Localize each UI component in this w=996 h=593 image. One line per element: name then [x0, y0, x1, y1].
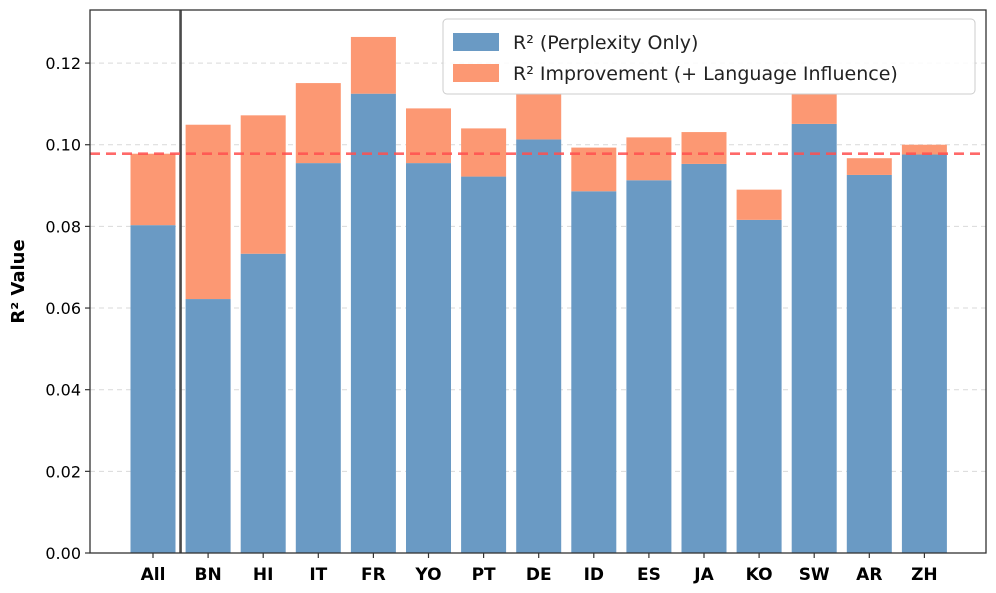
- legend-label-improvement: R² Improvement (+ Language Influence): [513, 63, 898, 85]
- bar-perplexity-only-bn: [185, 299, 231, 553]
- bar-improvement-sw: [791, 94, 837, 124]
- bar-perplexity-only-sw: [791, 123, 837, 553]
- bar-perplexity-only-hi: [240, 253, 286, 553]
- y-tick-label: 0.06: [45, 299, 81, 318]
- bar-perplexity-only-id: [571, 191, 617, 553]
- bar-perplexity-only-pt: [461, 176, 507, 553]
- bar-improvement-ar: [846, 158, 892, 175]
- y-tick-label: 0.04: [45, 381, 81, 400]
- bar-improvement-ja: [681, 132, 727, 164]
- x-tick-label-id: ID: [584, 565, 604, 585]
- bar-perplexity-only-fr: [350, 93, 396, 553]
- y-tick-label: 0.08: [45, 217, 81, 236]
- x-tick-label-all: All: [141, 565, 166, 585]
- bar-improvement-ko: [736, 189, 782, 220]
- x-tick-label-es: ES: [637, 565, 661, 585]
- overlays: [90, 10, 986, 553]
- x-tick-label-pt: PT: [472, 565, 496, 585]
- bar-perplexity-only-es: [626, 180, 672, 553]
- y-axis-title: R² Value: [8, 239, 29, 323]
- bar-perplexity-only-yo: [406, 163, 451, 553]
- bar-improvement-bn: [185, 124, 231, 300]
- bar-perplexity-only-de: [516, 139, 562, 553]
- axes: 0.00 0.02 0.04 0.06 0.08 0.10 0.12 All BN HI IT FR Y…: [45, 54, 937, 585]
- x-tick-label-ja: JA: [693, 565, 714, 585]
- x-tick-label-zh: ZH: [911, 565, 938, 585]
- x-tick-label-hi: HI: [253, 565, 274, 585]
- legend-swatch-improvement: [453, 64, 499, 82]
- x-tick-label-ko: KO: [746, 565, 773, 585]
- legend-box: [442, 18, 976, 95]
- bar-improvement-hi: [240, 115, 286, 254]
- legend: R² (Perplexity Only) R² Improvement (+ L…: [442, 18, 976, 95]
- x-tick-label-fr: FR: [361, 565, 386, 585]
- y-tick-label: 0.12: [45, 54, 81, 73]
- x-tick-label-it: IT: [309, 565, 327, 585]
- bar-perplexity-only-zh: [901, 154, 947, 553]
- bars: [130, 36, 947, 554]
- x-tick-label-yo: YO: [414, 565, 441, 585]
- bar-improvement-zh: [901, 144, 947, 155]
- bar-improvement-all: [130, 153, 176, 226]
- y-tick-label: 0.02: [45, 462, 81, 481]
- legend-swatch-perplexity-only: [453, 33, 499, 51]
- bar-improvement-fr: [350, 36, 396, 94]
- x-tick-label-bn: BN: [195, 565, 222, 585]
- legend-label-perplexity-only: R² (Perplexity Only): [513, 32, 698, 54]
- bar-perplexity-only-ar: [846, 174, 892, 554]
- bar-perplexity-only-ja: [681, 163, 727, 554]
- y-tick-label: 0.00: [45, 544, 81, 563]
- x-tick-label-ar: AR: [856, 565, 882, 585]
- bar-perplexity-only-it: [295, 163, 341, 553]
- bar-perplexity-only-ko: [736, 219, 782, 553]
- y-tick-label: 0.10: [45, 136, 81, 155]
- bar-improvement-de: [516, 93, 562, 140]
- bar-improvement-it: [295, 83, 341, 164]
- x-tick-label-sw: SW: [799, 565, 830, 585]
- plot-frame: [89, 9, 987, 554]
- bar-improvement-es: [626, 137, 672, 181]
- bar-perplexity-only-all: [130, 225, 176, 554]
- x-tick-label-de: DE: [526, 565, 552, 585]
